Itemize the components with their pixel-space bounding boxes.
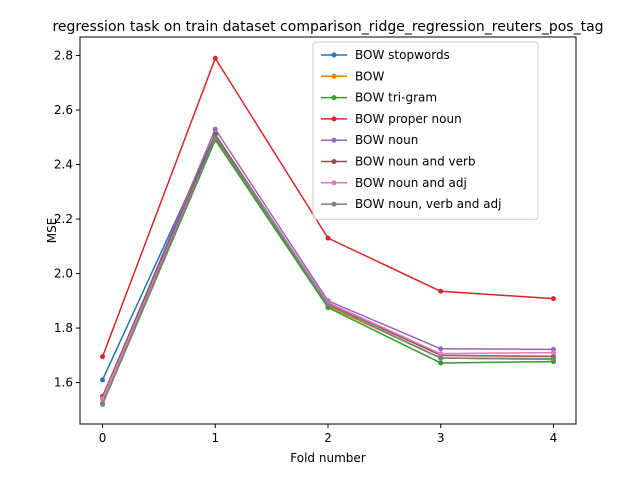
legend-swatch-marker: [331, 95, 337, 101]
data-point-bow-proper-noun: [325, 235, 331, 241]
legend-swatch-marker: [331, 201, 337, 207]
data-point-bow-tri-gram: [438, 360, 444, 366]
legend-box: [312, 41, 539, 220]
legend-entry: BOW: [355, 69, 384, 83]
y-tick-label: 2.8: [54, 49, 73, 63]
x-tick-label: 2: [324, 431, 332, 445]
y-tick-label: 1.8: [54, 321, 73, 335]
legend-swatch-marker: [331, 159, 337, 164]
x-axis: 0 1 2 3 4: [99, 424, 558, 445]
data-point-bow-proper-noun: [212, 55, 218, 61]
chart-title: regression task on train dataset compari…: [52, 19, 603, 35]
data-point-bow-noun-verb-and-adj: [100, 401, 106, 407]
data-point-bow-noun-verb-and-adj: [212, 134, 218, 140]
legend-entry: BOW proper noun: [355, 112, 462, 126]
x-tick-label: 0: [99, 431, 107, 445]
data-point-bow-proper-noun: [100, 354, 106, 360]
legend-entry: BOW tri-gram: [355, 91, 437, 105]
legend-swatch-marker: [331, 180, 337, 186]
data-point-bow-noun: [438, 346, 444, 352]
legend: BOW stopwords BOW BOW tri-gram BOW proper n…: [312, 41, 539, 220]
y-tick-label: 2.0: [54, 267, 73, 281]
data-point-bow-proper-noun: [438, 288, 444, 294]
data-point-bow-proper-noun: [550, 296, 556, 302]
y-tick-label: 2.4: [54, 158, 73, 172]
legend-swatch-marker: [331, 137, 337, 143]
data-point-bow-stopwords: [100, 377, 106, 383]
x-tick-label: 1: [211, 431, 219, 445]
y-tick-label: 1.6: [54, 376, 73, 390]
legend-entry: BOW noun and verb: [355, 155, 476, 169]
data-point-bow-noun-and-adj: [438, 351, 444, 357]
x-tick-label: 3: [437, 431, 445, 445]
y-tick-label: 2.6: [54, 103, 73, 117]
legend-entry: BOW noun and adj: [355, 176, 467, 190]
data-point-bow-noun: [212, 126, 218, 132]
data-point-bow-noun-and-adj: [550, 350, 556, 356]
legend-swatch-marker: [331, 116, 337, 122]
x-tick-label: 4: [550, 431, 558, 445]
legend-swatch-marker: [331, 52, 337, 58]
legend-swatch-marker: [331, 73, 337, 79]
y-axis: 1.6 1.8 2.0 2.2 2.4 2.6 2.8: [54, 49, 80, 390]
y-axis-label: MSE: [45, 218, 59, 244]
legend-entry: BOW noun, verb and adj: [355, 197, 501, 211]
legend-entry: BOW noun: [355, 133, 418, 147]
y-tick-label: 2.2: [54, 212, 73, 226]
data-point-bow-noun-verb-and-adj: [438, 355, 444, 361]
legend-entry: BOW stopwords: [355, 48, 450, 62]
data-point-bow-noun-verb-and-adj: [550, 356, 556, 362]
series-layer: [100, 55, 556, 407]
data-point-bow-noun-verb-and-adj: [325, 302, 331, 308]
x-axis-label: Fold number: [290, 451, 365, 465]
